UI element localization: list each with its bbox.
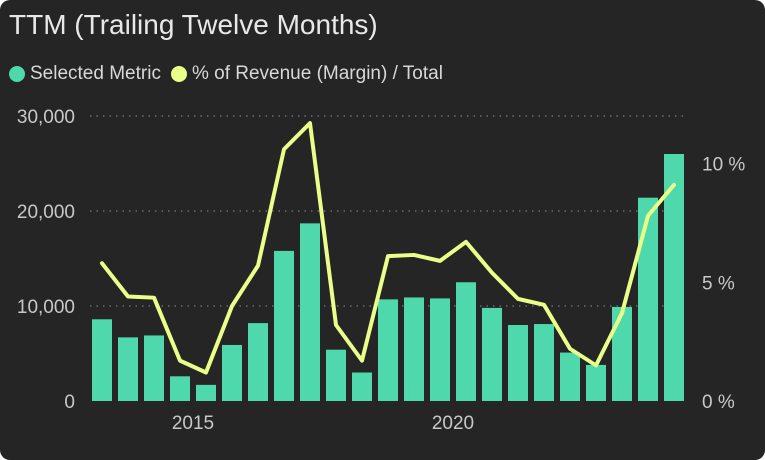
bar: [92, 319, 112, 401]
bar: [404, 297, 424, 401]
bar: [560, 352, 580, 401]
bar: [638, 197, 658, 401]
margin-line: [100, 121, 676, 375]
bar: [222, 344, 242, 401]
bar: [300, 223, 320, 401]
bar: [586, 364, 606, 401]
bar: [170, 376, 190, 401]
legend-item-line[interactable]: % of Revenue (Margin) / Total: [170, 63, 443, 85]
x-tick-label: 2020: [432, 413, 474, 434]
bar: [534, 324, 554, 401]
chart-title: TTM (Trailing Twelve Months): [9, 9, 378, 40]
legend-label-line: % of Revenue (Margin) / Total: [191, 63, 443, 84]
bar: [482, 307, 502, 401]
bar: [326, 349, 346, 401]
bar: [248, 323, 268, 401]
bar: [378, 299, 398, 401]
y-right-tick-label: 5 %: [702, 273, 735, 294]
bar: [664, 154, 684, 401]
y-left-tick-label: 10,000: [17, 297, 75, 318]
bar: [508, 325, 528, 401]
y-left-tick-label: 0: [64, 392, 75, 413]
bar: [430, 298, 450, 401]
y-right-tick-label: 10 %: [702, 155, 745, 176]
legend-swatch-bars: [9, 66, 25, 82]
y-left-tick-label: 30,000: [17, 107, 75, 128]
y-right-tick-label: 0 %: [702, 392, 735, 413]
bar: [456, 282, 476, 401]
y-left-tick-label: 20,000: [17, 202, 75, 223]
x-tick-label: 2015: [172, 413, 214, 434]
bar: [118, 337, 138, 401]
bar: [144, 335, 164, 401]
legend-swatch-line: [170, 66, 187, 82]
bar: [352, 372, 372, 401]
legend-item-bars[interactable]: Selected Metric: [9, 63, 161, 85]
bar: [274, 250, 294, 401]
bar: [612, 306, 632, 401]
chart-legend: Selected Metric % of Revenue (Margin) / …: [9, 62, 453, 86]
legend-label-bars: Selected Metric: [30, 63, 161, 84]
bar: [196, 384, 216, 401]
